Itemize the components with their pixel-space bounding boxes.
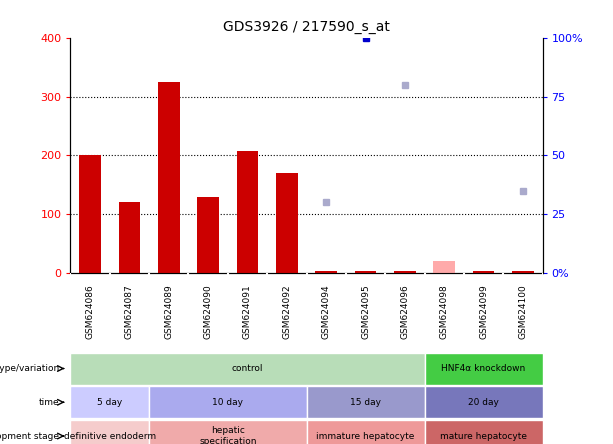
Text: genotype/variation: genotype/variation [0, 364, 59, 373]
Bar [424, 386, 543, 418]
Text: 20 day: 20 day [468, 398, 499, 407]
Bar [355, 271, 376, 273]
Bar [424, 420, 543, 444]
Bar [79, 155, 101, 273]
Bar [197, 197, 219, 273]
Text: hepatic
specification: hepatic specification [199, 426, 257, 444]
Text: GSM624089: GSM624089 [164, 285, 173, 339]
Bar [70, 353, 424, 385]
Bar [473, 271, 494, 273]
Title: GDS3926 / 217590_s_at: GDS3926 / 217590_s_at [223, 20, 390, 34]
Text: GSM624091: GSM624091 [243, 285, 252, 339]
Text: time: time [39, 398, 59, 407]
Bar [306, 420, 424, 444]
Text: 15 day: 15 day [350, 398, 381, 407]
Text: GSM624100: GSM624100 [519, 285, 527, 339]
Bar [237, 151, 258, 273]
Bar [306, 386, 424, 418]
Bar [394, 271, 416, 273]
Text: HNF4α knockdown: HNF4α knockdown [441, 364, 525, 373]
Bar [149, 386, 306, 418]
Text: definitive endoderm: definitive endoderm [64, 432, 156, 440]
Text: GSM624094: GSM624094 [322, 285, 330, 339]
Bar [433, 261, 455, 273]
Text: mature hepatocyte: mature hepatocyte [440, 432, 527, 440]
Bar [158, 82, 180, 273]
Text: development stage: development stage [0, 432, 59, 440]
Text: GSM624095: GSM624095 [361, 285, 370, 339]
Text: GSM624092: GSM624092 [283, 285, 291, 339]
Bar [315, 271, 337, 273]
Bar [512, 271, 534, 273]
Text: 5 day: 5 day [97, 398, 123, 407]
Bar [70, 386, 149, 418]
Text: GSM624096: GSM624096 [400, 285, 409, 339]
Bar [424, 353, 543, 385]
Bar [276, 173, 298, 273]
Text: GSM624099: GSM624099 [479, 285, 488, 339]
Bar [119, 202, 140, 273]
Bar [149, 420, 306, 444]
Text: GSM624086: GSM624086 [86, 285, 94, 339]
Text: GSM624090: GSM624090 [204, 285, 213, 339]
Text: immature hepatocyte: immature hepatocyte [316, 432, 414, 440]
Bar [70, 420, 149, 444]
Text: control: control [232, 364, 263, 373]
Text: GSM624098: GSM624098 [440, 285, 449, 339]
Text: 10 day: 10 day [212, 398, 243, 407]
Text: GSM624087: GSM624087 [125, 285, 134, 339]
